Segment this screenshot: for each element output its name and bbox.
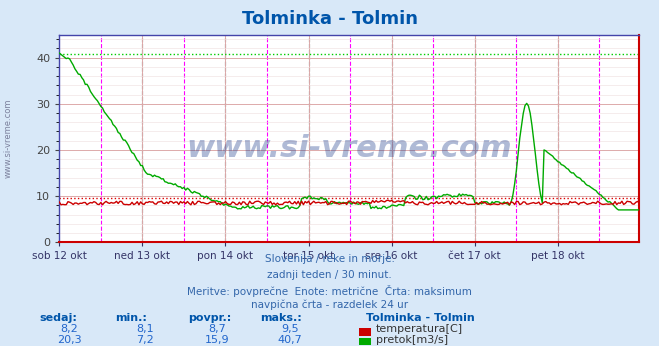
Text: min.:: min.: [115, 313, 147, 323]
Text: 7,2: 7,2 [136, 335, 154, 345]
Text: 8,1: 8,1 [136, 324, 154, 334]
Text: www.si-vreme.com: www.si-vreme.com [4, 99, 13, 178]
Text: Tolminka - Tolmin: Tolminka - Tolmin [366, 313, 474, 323]
Text: 9,5: 9,5 [281, 324, 299, 334]
Text: povpr.:: povpr.: [188, 313, 231, 323]
Text: 8,7: 8,7 [209, 324, 226, 334]
Text: Tolminka - Tolmin: Tolminka - Tolmin [241, 10, 418, 28]
Text: temperatura[C]: temperatura[C] [376, 324, 463, 334]
Bar [359, 328, 371, 336]
Bar [359, 338, 371, 345]
Text: 20,3: 20,3 [57, 335, 82, 345]
Text: navpična črta - razdelek 24 ur: navpična črta - razdelek 24 ur [251, 300, 408, 310]
Text: 40,7: 40,7 [277, 335, 302, 345]
Text: 15,9: 15,9 [205, 335, 230, 345]
Text: Slovenija / reke in morje.: Slovenija / reke in morje. [264, 254, 395, 264]
Text: sedaj:: sedaj: [40, 313, 77, 323]
Text: pretok[m3/s]: pretok[m3/s] [376, 335, 447, 345]
Text: 8,2: 8,2 [61, 324, 78, 334]
Text: zadnji teden / 30 minut.: zadnji teden / 30 minut. [267, 270, 392, 280]
Text: maks.:: maks.: [260, 313, 302, 323]
Text: Meritve: povprečne  Enote: metrične  Črta: maksimum: Meritve: povprečne Enote: metrične Črta:… [187, 285, 472, 297]
Text: www.si-vreme.com: www.si-vreme.com [186, 134, 512, 163]
